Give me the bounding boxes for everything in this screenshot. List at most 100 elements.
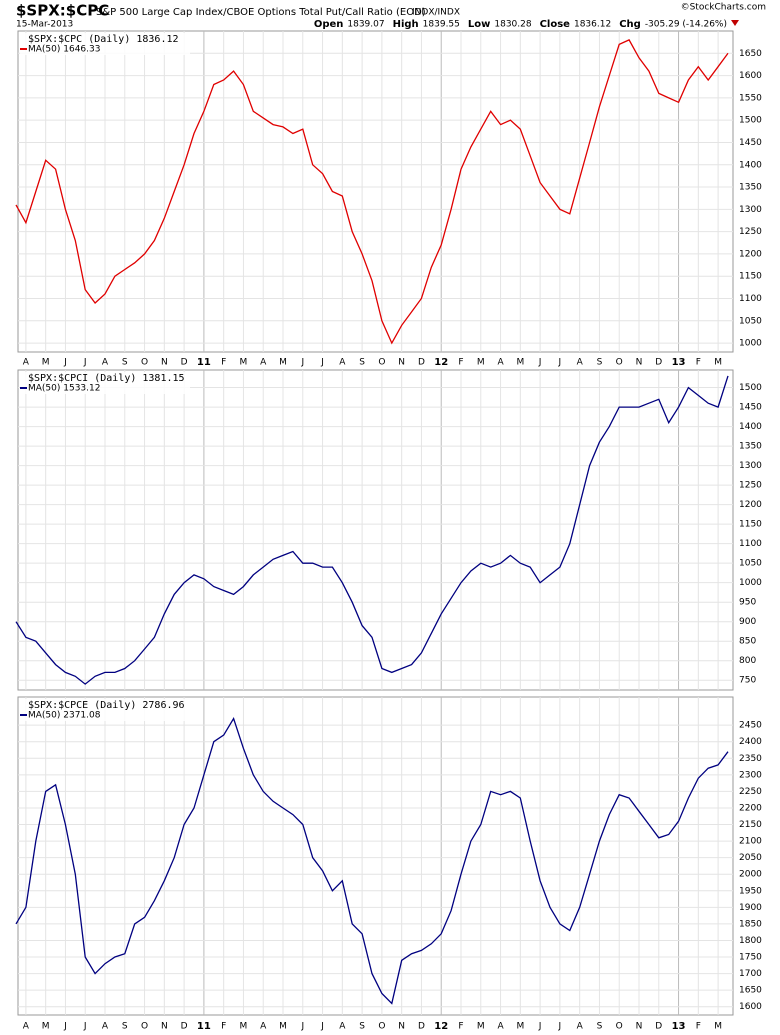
x-tick-label: F	[458, 358, 463, 368]
y-tick-label: 750	[739, 676, 756, 686]
y-tick-label: 1500	[739, 383, 762, 393]
x-tick-label: S	[122, 1022, 128, 1032]
legend-entry: MA(50) 1646.33	[28, 45, 100, 55]
y-tick-label: 1450	[739, 138, 762, 148]
x-tick-label: A	[339, 1022, 346, 1032]
x-tick-label: A	[23, 1022, 30, 1032]
legend-box	[20, 33, 190, 55]
y-tick-label: 2050	[739, 853, 762, 863]
y-tick-label: 2300	[739, 770, 762, 780]
y-tick-label: 1150	[739, 272, 762, 282]
x-tick-label: A	[102, 358, 109, 368]
x-tick-label: 13	[672, 357, 686, 368]
x-tick-label: O	[378, 1022, 385, 1032]
x-tick-label: M	[714, 1022, 722, 1032]
x-tick-label: M	[516, 1022, 524, 1032]
y-tick-label: 1800	[739, 936, 762, 946]
y-tick-label: 2450	[739, 721, 762, 731]
y-tick-label: 1300	[739, 205, 762, 215]
quote-value: -305.29 (-14.26%)	[645, 20, 727, 30]
x-tick-label: J	[300, 358, 304, 368]
quote-value: 1830.28	[494, 20, 531, 30]
y-tick-label: 2350	[739, 754, 762, 764]
x-tick-label: A	[497, 1022, 504, 1032]
x-tick-label: D	[655, 358, 662, 368]
y-tick-label: 1000	[739, 578, 762, 588]
x-tick-label: M	[477, 358, 485, 368]
x-tick-label: 11	[197, 357, 211, 368]
x-tick-label: F	[221, 358, 226, 368]
x-tick-label: J	[320, 358, 324, 368]
y-tick-label: 1050	[739, 559, 762, 569]
y-tick-label: 2200	[739, 803, 762, 813]
y-tick-label: 1100	[739, 539, 762, 549]
panel-label: $SPX:$CPCI (Daily) 1381.15	[28, 373, 185, 384]
y-tick-label: 1450	[739, 403, 762, 413]
x-tick-label: A	[577, 358, 584, 368]
x-tick-label: O	[141, 1022, 148, 1032]
credit: ©StockCharts.com	[681, 3, 766, 13]
down-arrow	[731, 20, 739, 26]
x-tick-label: N	[636, 1022, 643, 1032]
x-tick-label: J	[83, 358, 87, 368]
x-tick-label: N	[636, 358, 643, 368]
x-tick-label: 11	[197, 1021, 211, 1032]
y-tick-label: 1600	[739, 1002, 762, 1012]
x-tick-label: M	[279, 1022, 287, 1032]
y-tick-label: 1250	[739, 227, 762, 237]
y-tick-label: 1900	[739, 903, 762, 913]
y-tick-label: 1200	[739, 249, 762, 259]
x-tick-label: 13	[672, 1021, 686, 1032]
x-tick-label: S	[359, 1022, 365, 1032]
quote-label: Open	[314, 19, 344, 30]
x-tick-label: S	[597, 358, 603, 368]
x-tick-label: S	[122, 358, 128, 368]
series-line	[15, 716, 729, 1005]
x-tick-label: J	[83, 1022, 87, 1032]
x-tick-label: A	[577, 1022, 584, 1032]
x-tick-label: S	[359, 358, 365, 368]
x-tick-label: J	[320, 1022, 324, 1032]
x-tick-label: 12	[434, 357, 448, 368]
x-tick-label: J	[538, 358, 542, 368]
x-tick-label: M	[240, 1022, 248, 1032]
x-tick-label: A	[260, 1022, 267, 1032]
x-tick-label: M	[42, 1022, 50, 1032]
x-tick-label: N	[398, 358, 405, 368]
y-tick-label: 1150	[739, 520, 762, 530]
x-tick-label: A	[497, 358, 504, 368]
y-tick-label: 1400	[739, 160, 762, 170]
y-tick-label: 950	[739, 598, 756, 608]
x-tick-label: O	[141, 358, 148, 368]
panel-label: $SPX:$CPC (Daily) 1836.12	[28, 34, 179, 45]
quote-value: 1839.07	[347, 20, 384, 30]
y-tick-label: 800	[739, 656, 756, 666]
legend-entry: MA(50) 1533.12	[28, 384, 100, 394]
description: S&P 500 Large Cap Index/CBOE Options Tot…	[96, 7, 426, 18]
quote-label: Chg	[619, 19, 641, 30]
x-tick-label: J	[558, 358, 562, 368]
y-tick-label: 1650	[739, 986, 762, 996]
x-tick-label: A	[23, 358, 30, 368]
x-tick-label: D	[181, 358, 188, 368]
y-tick-label: 1000	[739, 339, 762, 349]
panel-frame	[17, 369, 734, 691]
x-tick-label: O	[616, 1022, 623, 1032]
x-tick-label: F	[696, 358, 701, 368]
x-tick-label: J	[558, 1022, 562, 1032]
y-tick-label: 2250	[739, 787, 762, 797]
y-tick-label: 1850	[739, 919, 762, 929]
x-tick-label: 12	[434, 1021, 448, 1032]
x-tick-label: J	[538, 1022, 542, 1032]
x-tick-label: M	[240, 358, 248, 368]
x-tick-label: S	[597, 1022, 603, 1032]
exchange: INDX/INDX	[412, 8, 460, 18]
y-tick-label: 2400	[739, 737, 762, 747]
x-tick-label: J	[63, 358, 67, 368]
y-tick-label: 1350	[739, 442, 762, 452]
y-tick-label: 1550	[739, 93, 762, 103]
y-tick-label: 1100	[739, 294, 762, 304]
quote-label: Close	[540, 19, 571, 30]
y-tick-label: 1950	[739, 886, 762, 896]
